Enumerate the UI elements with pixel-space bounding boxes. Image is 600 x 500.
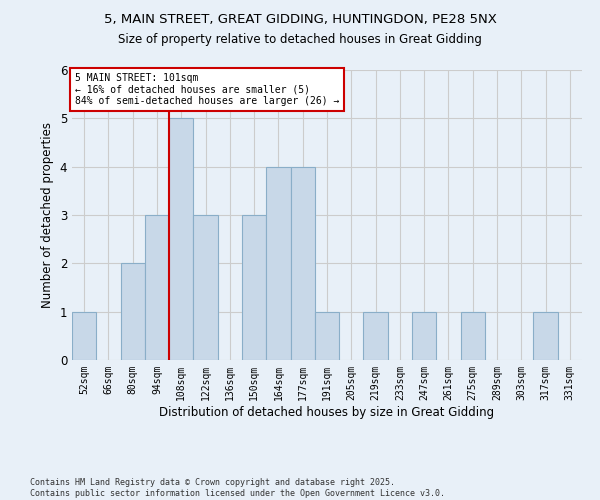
Bar xyxy=(193,215,218,360)
Bar xyxy=(169,118,193,360)
Bar xyxy=(266,166,290,360)
Bar xyxy=(533,312,558,360)
Bar xyxy=(121,264,145,360)
Bar xyxy=(145,215,169,360)
Text: Contains HM Land Registry data © Crown copyright and database right 2025.
Contai: Contains HM Land Registry data © Crown c… xyxy=(30,478,445,498)
Bar xyxy=(364,312,388,360)
Text: 5, MAIN STREET, GREAT GIDDING, HUNTINGDON, PE28 5NX: 5, MAIN STREET, GREAT GIDDING, HUNTINGDO… xyxy=(104,12,496,26)
Bar xyxy=(315,312,339,360)
Bar xyxy=(72,312,96,360)
Bar xyxy=(461,312,485,360)
Bar xyxy=(412,312,436,360)
Bar xyxy=(242,215,266,360)
Bar xyxy=(290,166,315,360)
Y-axis label: Number of detached properties: Number of detached properties xyxy=(41,122,54,308)
Text: 5 MAIN STREET: 101sqm
← 16% of detached houses are smaller (5)
84% of semi-detac: 5 MAIN STREET: 101sqm ← 16% of detached … xyxy=(74,73,339,106)
X-axis label: Distribution of detached houses by size in Great Gidding: Distribution of detached houses by size … xyxy=(160,406,494,418)
Text: Size of property relative to detached houses in Great Gidding: Size of property relative to detached ho… xyxy=(118,32,482,46)
